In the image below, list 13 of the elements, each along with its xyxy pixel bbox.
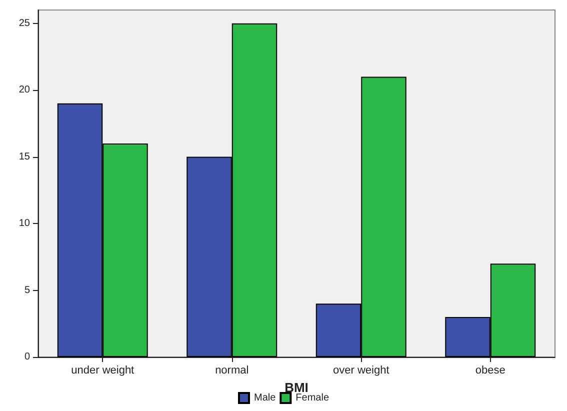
x-tick-label: normal [215,364,249,376]
y-tick-label: 0 [24,352,30,362]
legend-label: Male [254,392,276,404]
x-tick-label: obese [475,364,506,376]
x-tick-label: under weight [71,364,134,376]
y-tick-label: 20 [18,84,30,96]
x-axis-title: BMI [284,380,308,395]
y-tick-label: 25 [18,18,30,29]
legend-label: Female [296,392,330,404]
x-tick-label: over weight [332,364,390,376]
y-tick-label: 15 [18,151,30,162]
y-tick-label: 5 [24,284,30,296]
y-tick-label: 10 [18,218,30,230]
